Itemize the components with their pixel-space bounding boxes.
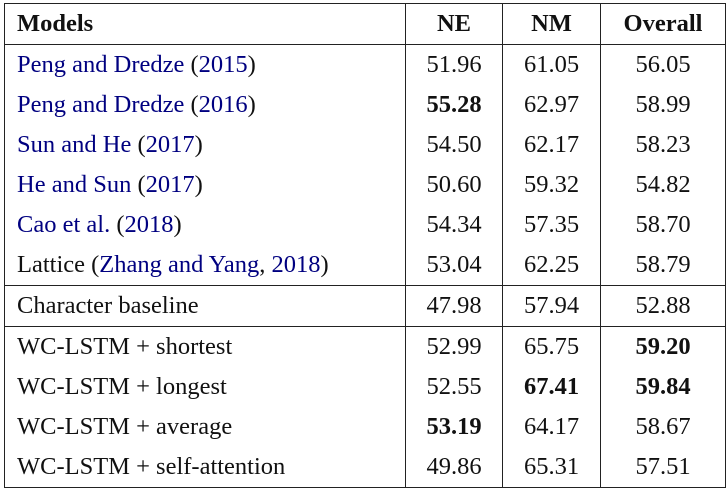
model-cell: WC-LSTM + longest: [4, 367, 406, 407]
ne-cell: 47.98: [405, 285, 503, 327]
nm-cell: 59.32: [502, 165, 601, 205]
ne-cell: 49.86: [405, 447, 503, 488]
model-text: ): [247, 91, 256, 118]
model-text: (: [184, 51, 199, 78]
overall-cell: 58.23: [600, 125, 726, 165]
nm-cell: 57.94: [502, 285, 601, 327]
overall-cell: 56.05: [600, 44, 726, 85]
model-text: WC-LSTM + shortest: [17, 333, 233, 360]
header-models: Models: [4, 3, 406, 45]
model-cell: WC-LSTM + average: [4, 407, 406, 447]
ne-cell: 53.04: [405, 245, 503, 286]
table-row: Peng and Dredze (2015) 51.96 61.05 56.05: [4, 44, 726, 85]
header-row: Models NE NM Overall: [4, 3, 726, 45]
table-row: He and Sun (2017) 50.60 59.32 54.82: [4, 165, 726, 205]
table-row: Peng and Dredze (2016) 55.28 62.97 58.99: [4, 85, 726, 125]
nm-cell: 62.25: [502, 245, 601, 286]
ne-cell: 52.99: [405, 326, 503, 367]
model-text: (: [131, 171, 146, 198]
citation-link[interactable]: Peng and Dredze: [17, 91, 185, 118]
header-ne: NE: [405, 3, 503, 45]
nm-cell: 64.17: [502, 407, 601, 447]
model-text: ): [194, 131, 203, 158]
citation-link[interactable]: Zhang and Yang: [99, 251, 260, 278]
model-cell: WC-LSTM + shortest: [4, 326, 406, 367]
overall-cell: 52.88: [600, 285, 726, 327]
citation-link[interactable]: 2018: [271, 251, 321, 278]
citation-link[interactable]: Peng and Dredze: [17, 51, 185, 78]
model-text: (: [184, 91, 199, 118]
model-cell: He and Sun (2017): [4, 165, 406, 205]
nm-cell: 65.75: [502, 326, 601, 367]
citation-link[interactable]: Sun and He: [17, 131, 132, 158]
overall-cell: 54.82: [600, 165, 726, 205]
citation-link[interactable]: 2016: [198, 91, 248, 118]
nm-cell: 61.05: [502, 44, 601, 85]
ne-cell: 52.55: [405, 367, 503, 407]
model-text: WC-LSTM + average: [17, 413, 233, 440]
citation-link[interactable]: 2017: [145, 131, 195, 158]
citation-link[interactable]: Cao et al.: [17, 211, 111, 238]
citation-link[interactable]: 2018: [124, 211, 174, 238]
table-row: Lattice (Zhang and Yang, 2018) 53.04 62.25…: [4, 245, 726, 286]
overall-cell: 59.20: [600, 326, 726, 367]
table-row: WC-LSTM + longest 52.55 67.41 59.84: [4, 367, 726, 407]
model-text: WC-LSTM + longest: [17, 373, 227, 400]
table-row: Sun and He (2017) 54.50 62.17 58.23: [4, 125, 726, 165]
model-cell: Character baseline: [4, 285, 406, 327]
nm-cell: 65.31: [502, 447, 601, 488]
model-text: ,: [259, 251, 272, 278]
table-row: WC-LSTM + shortest 52.99 65.75 59.20: [4, 326, 726, 367]
table-row: Character baseline 47.98 57.94 52.88: [4, 285, 726, 327]
model-text: (: [110, 211, 125, 238]
model-text: (: [131, 131, 146, 158]
ne-cell: 51.96: [405, 44, 503, 85]
overall-cell: 58.70: [600, 205, 726, 245]
overall-cell: 57.51: [600, 447, 726, 488]
model-cell: Lattice (Zhang and Yang, 2018): [4, 245, 406, 286]
model-text: Lattice (: [17, 251, 100, 278]
citation-link[interactable]: 2015: [198, 51, 248, 78]
overall-cell: 59.84: [600, 367, 726, 407]
ne-cell: 55.28: [405, 85, 503, 125]
model-cell: Sun and He (2017): [4, 125, 406, 165]
ne-cell: 54.34: [405, 205, 503, 245]
model-text: ): [194, 171, 203, 198]
model-text: ): [173, 211, 182, 238]
model-text: Character baseline: [17, 292, 199, 319]
citation-link[interactable]: 2017: [145, 171, 195, 198]
model-text: ): [320, 251, 329, 278]
nm-cell: 57.35: [502, 205, 601, 245]
overall-cell: 58.67: [600, 407, 726, 447]
model-cell: Peng and Dredze (2016): [4, 85, 406, 125]
overall-cell: 58.79: [600, 245, 726, 286]
ne-cell: 50.60: [405, 165, 503, 205]
model-cell: WC-LSTM + self-attention: [4, 447, 406, 488]
nm-cell: 67.41: [502, 367, 601, 407]
model-cell: Peng and Dredze (2015): [4, 44, 406, 85]
model-cell: Cao et al. (2018): [4, 205, 406, 245]
table-row: WC-LSTM + average 53.19 64.17 58.67: [4, 407, 726, 447]
nm-cell: 62.97: [502, 85, 601, 125]
header-nm: NM: [502, 3, 601, 45]
results-table: Models NE NM Overall Peng and Dredze (20…: [4, 3, 726, 488]
ne-cell: 54.50: [405, 125, 503, 165]
table-row: WC-LSTM + self-attention 49.86 65.31 57.51: [4, 447, 726, 488]
model-text: WC-LSTM + self-attention: [17, 453, 286, 480]
citation-link[interactable]: He and Sun: [17, 171, 132, 198]
nm-cell: 62.17: [502, 125, 601, 165]
ne-cell: 53.19: [405, 407, 503, 447]
model-text: ): [247, 51, 256, 78]
table-row: Cao et al. (2018) 54.34 57.35 58.70: [4, 205, 726, 245]
header-overall: Overall: [600, 3, 726, 45]
overall-cell: 58.99: [600, 85, 726, 125]
